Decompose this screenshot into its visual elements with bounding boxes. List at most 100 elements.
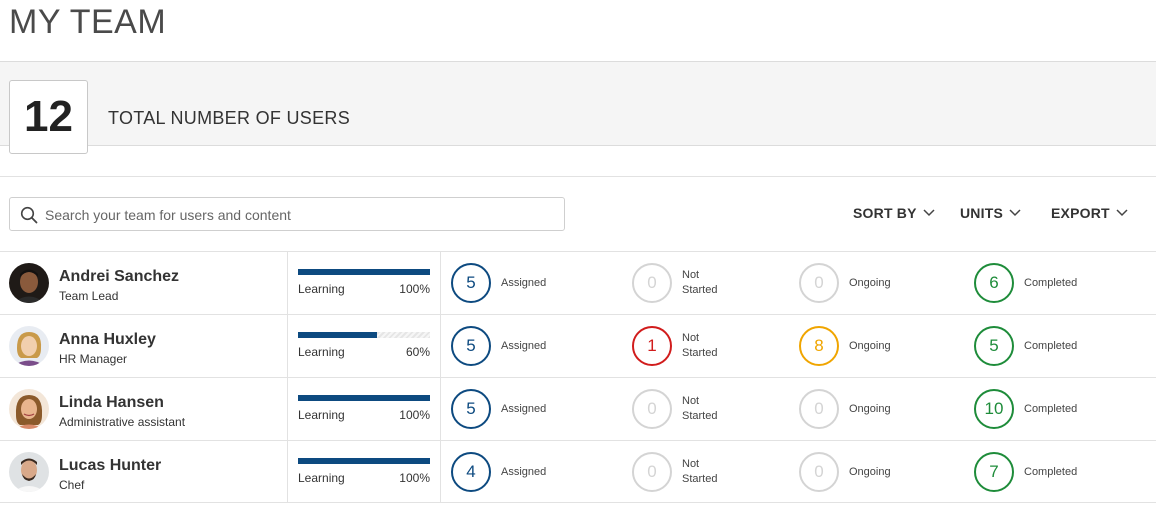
assigned-stat[interactable]: 4 Assigned [451,452,546,492]
chevron-down-icon [1116,209,1128,217]
completed-count: 10 [974,389,1014,429]
progress-percent: 100% [399,471,430,485]
user-name[interactable]: Linda Hansen [59,394,164,411]
ongoing-label: Ongoing [849,276,891,289]
not-started-label: Not Started [682,395,718,422]
not-started-count: 0 [632,263,672,303]
learning-progress-bar [298,269,430,275]
user-role: Chef [59,478,85,492]
ongoing-stat[interactable]: 0 Ongoing [799,389,891,429]
not-started-label: Not Started [682,458,718,485]
user-name[interactable]: Andrei Sanchez [59,268,180,285]
assigned-label: Assigned [501,276,547,289]
ongoing-count: 0 [799,263,839,303]
assigned-stat[interactable]: 5 Assigned [451,389,546,429]
not-started-stat[interactable]: 0 Not Started [632,452,722,492]
table-row[interactable]: Andrei Sanchez Team Lead Learning 100% 5… [0,251,1156,314]
progress-fill [298,332,378,338]
page-title: MY TEAM [9,3,167,41]
assigned-count: 4 [451,452,491,492]
user-avatar[interactable] [9,389,49,429]
completed-label: Completed [1024,276,1078,289]
assigned-stat[interactable]: 5 Assigned [451,326,546,366]
sort-by-label: SORT BY [853,205,917,221]
not-started-stat[interactable]: 1 Not Started [632,326,722,366]
chevron-down-icon [1009,209,1021,217]
completed-stat[interactable]: 10 Completed [974,389,1077,429]
progress-label: Learning [298,471,345,485]
column-divider [440,378,441,440]
learning-progress-bar [298,458,430,464]
column-divider [287,315,288,377]
ongoing-label: Ongoing [849,339,891,352]
search-icon [20,206,38,224]
progress-percent: 100% [399,408,430,422]
progress-fill [298,269,430,275]
learning-progress-bar [298,332,430,338]
column-divider [287,378,288,440]
ongoing-count: 0 [799,389,839,429]
sort-by-dropdown[interactable]: SORT BY [853,205,935,221]
user-role: HR Manager [59,352,128,366]
assigned-label: Assigned [501,339,547,352]
progress-label: Learning [298,408,345,422]
progress-percent: 100% [399,282,430,296]
ongoing-stat[interactable]: 0 Ongoing [799,263,891,303]
user-avatar[interactable] [9,452,49,492]
user-role: Team Lead [59,289,119,303]
assigned-label: Assigned [501,465,547,478]
user-name[interactable]: Lucas Hunter [59,457,162,474]
assigned-count: 5 [451,263,491,303]
team-table: Andrei Sanchez Team Lead Learning 100% 5… [0,251,1156,503]
completed-count: 5 [974,326,1014,366]
completed-stat[interactable]: 5 Completed [974,326,1077,366]
completed-stat[interactable]: 7 Completed [974,452,1077,492]
completed-count: 6 [974,263,1014,303]
search-input[interactable] [45,204,545,226]
units-label: UNITS [960,205,1003,221]
completed-label: Completed [1024,339,1078,352]
user-name[interactable]: Anna Huxley [59,331,156,348]
column-divider [287,441,288,502]
ongoing-count: 0 [799,452,839,492]
search-box[interactable] [9,197,565,231]
assigned-label: Assigned [501,402,547,415]
summary-band [0,61,1156,146]
progress-percent: 60% [405,345,430,359]
column-divider [440,252,441,314]
assigned-stat[interactable]: 5 Assigned [451,263,546,303]
completed-count: 7 [974,452,1014,492]
not-started-stat[interactable]: 0 Not Started [632,389,722,429]
ongoing-label: Ongoing [849,402,891,415]
not-started-label: Not Started [682,269,718,296]
not-started-label: Not Started [682,332,718,359]
completed-label: Completed [1024,402,1078,415]
ongoing-stat[interactable]: 8 Ongoing [799,326,891,366]
table-row[interactable]: Anna Huxley HR Manager Learning 60% 5 As… [0,314,1156,377]
ongoing-label: Ongoing [849,465,891,478]
completed-label: Completed [1024,465,1078,478]
user-avatar[interactable] [9,263,49,303]
progress-fill [298,395,430,401]
units-dropdown[interactable]: UNITS [960,205,1021,221]
total-users-count: 12 [9,80,88,154]
completed-stat[interactable]: 6 Completed [974,263,1077,303]
table-row[interactable]: Linda Hansen Administrative assistant Le… [0,377,1156,440]
chevron-down-icon [923,209,935,217]
divider [0,176,1156,177]
user-role: Administrative assistant [59,415,186,429]
not-started-stat[interactable]: 0 Not Started [632,263,722,303]
ongoing-stat[interactable]: 0 Ongoing [799,452,891,492]
column-divider [440,315,441,377]
not-started-count: 1 [632,326,672,366]
total-users-label: TOTAL NUMBER OF USERS [108,108,350,128]
ongoing-count: 8 [799,326,839,366]
column-divider [440,441,441,502]
progress-label: Learning [298,345,345,359]
user-avatar[interactable] [9,326,49,366]
column-divider [287,252,288,314]
table-row[interactable]: Lucas Hunter Chef Learning 100% 4 Assign… [0,440,1156,503]
export-dropdown[interactable]: EXPORT [1051,205,1128,221]
assigned-count: 5 [451,389,491,429]
export-label: EXPORT [1051,205,1110,221]
